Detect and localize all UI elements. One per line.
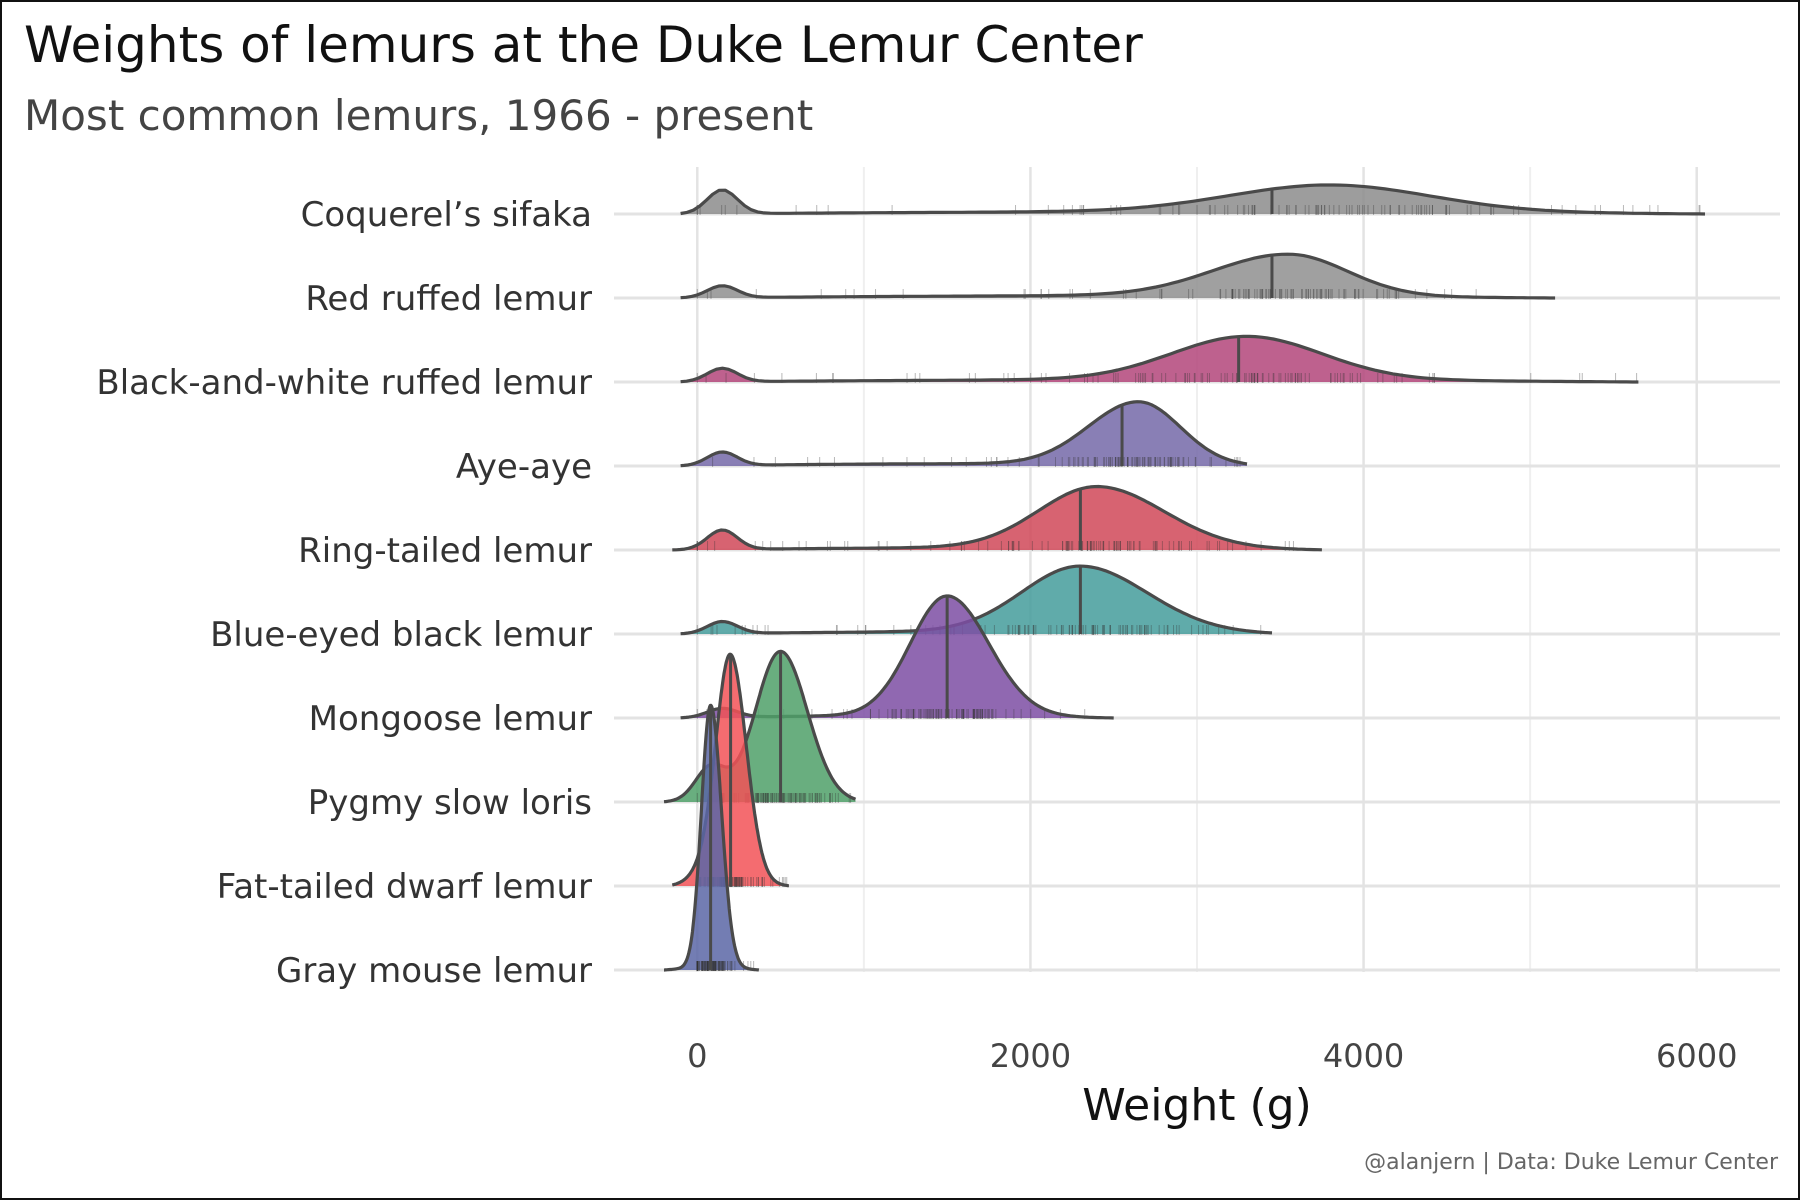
density-fill [680,566,1272,634]
x-axis-label: Weight (g) [1082,1080,1312,1131]
category-label: Mongoose lemur [309,699,592,739]
ridge-2 [680,334,1639,384]
category-label: Coquerel’s sifaka [301,195,592,235]
density-fill [672,486,1322,550]
density-fill [664,651,856,802]
category-label: Pygmy slow loris [308,783,592,823]
density-outline [671,652,790,888]
category-label: Gray mouse lemur [276,951,592,991]
x-tick-label: 2000 [990,1037,1071,1075]
x-tick-label: 6000 [1656,1037,1737,1075]
density-outline [663,703,760,972]
x-tick-label: 4000 [1323,1037,1404,1075]
category-label: Ring-tailed lemur [298,531,592,571]
density-outline [663,649,857,804]
density-outline [680,334,1639,384]
x-axis-ticks: 0 2000 4000 6000 [687,1037,1737,1075]
density-outline [680,400,1248,468]
rug-marks [696,289,1477,299]
rug-marks [696,961,755,971]
density-fill [680,254,1556,298]
category-label: Black-and-white ruffed lemur [96,363,592,403]
ridges [663,183,1706,972]
density-fill [680,185,1705,214]
ridge-4 [672,484,1322,552]
caption: @alanjern | Data: Duke Lemur Center [1364,1150,1779,1175]
density-outline [680,252,1556,300]
x-tick-label: 0 [687,1037,707,1075]
category-label: Red ruffed lemur [305,279,592,319]
chart-title: Weights of lemurs at the Duke Lemur Cent… [24,16,1143,74]
category-label: Blue-eyed black lemur [210,615,592,655]
rug-marks [696,541,1294,551]
density-outline [680,564,1273,636]
density-outline [680,183,1706,216]
chart-subtitle: Most common lemurs, 1966 - present [24,91,813,140]
category-label: Aye-aye [456,447,592,487]
density-outline [672,484,1322,552]
ridge-7 [663,649,857,804]
ridge-0 [680,183,1706,216]
ridge-3 [680,400,1248,468]
ridge-1 [680,252,1556,300]
density-fill [680,401,1247,466]
ridge-9 [663,703,760,972]
category-labels: Coquerel’s sifaka Red ruffed lemur Black-a… [96,195,592,991]
rug-marks [696,709,1086,719]
density-fill [680,596,1114,718]
rug-marks [712,457,1241,467]
category-label: Fat-tailed dwarf lemur [217,867,592,907]
